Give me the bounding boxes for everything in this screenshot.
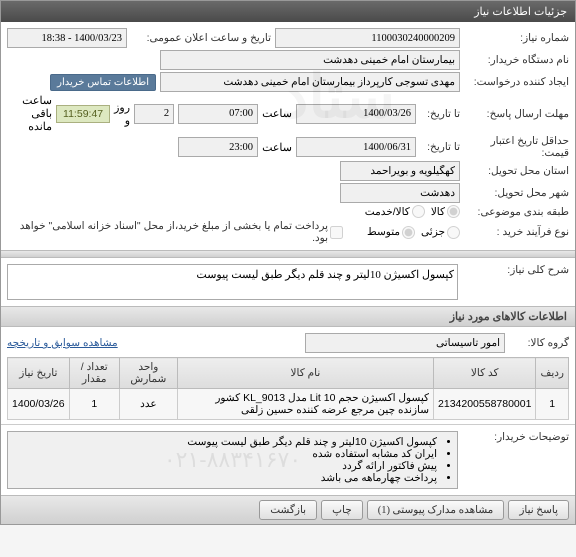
deadline-to-label: تا تاریخ:: [420, 108, 460, 120]
deadline-label: مهلت ارسال پاسخ:: [464, 108, 569, 120]
view-history-link[interactable]: مشاهده سوابق و تاریخچه: [7, 337, 118, 349]
cell-qty: 1: [69, 389, 119, 420]
th-date: تاریخ نیاز: [8, 358, 70, 389]
contact-buyer-button[interactable]: اطلاعات تماس خریدار: [50, 74, 156, 91]
announce-input: [7, 28, 127, 48]
cell-date: 1400/03/26: [8, 389, 70, 420]
reply-button[interactable]: پاسخ نیاز: [508, 500, 569, 520]
buyer-desc-box: ۰۲۱-۸۸۳۴۱۶۷۰ کپسول اکسیژن 10لیتر و چند ق…: [7, 431, 458, 489]
list-item: پرداخت چهارماهه می باشد: [14, 472, 437, 484]
window-title: جزئیات اطلاعات نیاز: [474, 6, 567, 18]
price-valid-time-label: ساعت: [262, 141, 292, 154]
process-label: نوع فرآیند خرید :: [464, 226, 569, 238]
price-valid-label: حداقل تاریخ اعتبار قیمت:: [464, 135, 569, 159]
province-label: استان محل تحویل:: [464, 165, 569, 177]
list-item: ایران کد مشابه استفاده شده: [14, 448, 437, 460]
th-name: نام کالا: [177, 358, 433, 389]
desc-textarea: کپسول اکسیژن 10لیتر و چند قلم دیگر طبق ل…: [7, 264, 458, 300]
deadline-time-input: [178, 104, 258, 124]
goods-section: گروه کالا: مشاهده سوابق و تاریخچه ردیف ک…: [1, 327, 575, 424]
main-form: شماره نیاز: تاریخ و ساعت اعلان عمومی: نا…: [1, 22, 575, 250]
cell-unit: عدد: [119, 389, 177, 420]
remain-label: ساعت باقی مانده: [7, 94, 52, 133]
city-label: شهر محل تحویل:: [464, 187, 569, 199]
price-valid-date-input: [296, 137, 416, 157]
budget-service-radio[interactable]: کالا/خدمت: [365, 205, 425, 218]
titlebar: جزئیات اطلاعات نیاز: [1, 1, 575, 22]
goods-group-input: [305, 333, 505, 353]
deadline-time-label: ساعت: [262, 107, 292, 120]
th-code: کد کالا: [434, 358, 536, 389]
creator-input: [160, 72, 460, 92]
goods-header: اطلاعات کالاهای مورد نیاز: [1, 306, 575, 327]
th-row: ردیف: [536, 358, 569, 389]
budget-radios: کالا کالا/خدمت: [365, 205, 460, 218]
announce-label: تاریخ و ساعت اعلان عمومی:: [131, 32, 271, 44]
list-item: کپسول اکسیژن 10لیتر و چند قلم دیگر طبق ل…: [14, 436, 437, 448]
goods-group-label: گروه کالا:: [509, 337, 569, 349]
process-radios: جزئی متوسط: [367, 226, 460, 239]
price-valid-time-input: [178, 137, 258, 157]
need-no-input: [275, 28, 460, 48]
th-unit: واحد شمارش: [119, 358, 177, 389]
process-low-radio[interactable]: جزئی: [421, 226, 460, 239]
budget-label: طبقه بندی موضوعی:: [464, 206, 569, 218]
price-valid-to-label: تا تاریخ:: [420, 141, 460, 153]
budget-goods-radio[interactable]: کالا: [431, 205, 460, 218]
buyer-desc-label: توضیحات خریدار:: [464, 431, 569, 443]
window: جزئیات اطلاعات نیاز شماره نیاز: تاریخ و …: [0, 0, 576, 525]
need-no-label: شماره نیاز:: [464, 32, 569, 44]
province-input: [340, 161, 460, 181]
cell-name: کپسول اکسیژن حجم 10 Lit مدل KL_9013 کشور…: [177, 389, 433, 420]
process-med-radio[interactable]: متوسط: [367, 226, 415, 239]
buyer-desc-row: توضیحات خریدار: ۰۲۱-۸۸۳۴۱۶۷۰ کپسول اکسیژ…: [1, 424, 575, 495]
buyer-org-label: نام دستگاه خریدار:: [464, 54, 569, 66]
goods-table: ردیف کد کالا نام کالا واحد شمارش تعداد /…: [7, 357, 569, 420]
footer: پاسخ نیاز مشاهده مدارک پیوستی (1) چاپ با…: [1, 495, 575, 524]
desc-label: شرح کلی نیاز:: [464, 264, 569, 276]
desc-divider: [1, 250, 575, 258]
cell-row: 1: [536, 389, 569, 420]
back-button[interactable]: بازگشت: [259, 500, 317, 520]
list-item: پیش فاکتور ارائه گردد: [14, 460, 437, 472]
city-input: [340, 183, 460, 203]
table-row: 1 2134200558780001 کپسول اکسیژن حجم 10 L…: [8, 389, 569, 420]
countdown-timer: 11:59:47: [56, 105, 110, 123]
desc-area: شرح کلی نیاز: کپسول اکسیژن 10لیتر و چند …: [1, 258, 575, 306]
attachments-button[interactable]: مشاهده مدارک پیوستی (1): [367, 500, 505, 520]
days-left-label: روز و: [114, 101, 130, 127]
buyer-org-input: [160, 50, 460, 70]
th-qty: تعداد / مقدار: [69, 358, 119, 389]
days-left-input: [134, 104, 174, 124]
print-button[interactable]: چاپ: [321, 500, 363, 520]
creator-label: ایجاد کننده درخواست:: [464, 76, 569, 88]
cell-code: 2134200558780001: [434, 389, 536, 420]
pay-note-checkbox[interactable]: پرداخت تمام یا بخشی از مبلغ خرید،از محل …: [7, 220, 343, 244]
buyer-desc-list: کپسول اکسیژن 10لیتر و چند قلم دیگر طبق ل…: [14, 436, 451, 484]
deadline-date-input: [296, 104, 416, 124]
